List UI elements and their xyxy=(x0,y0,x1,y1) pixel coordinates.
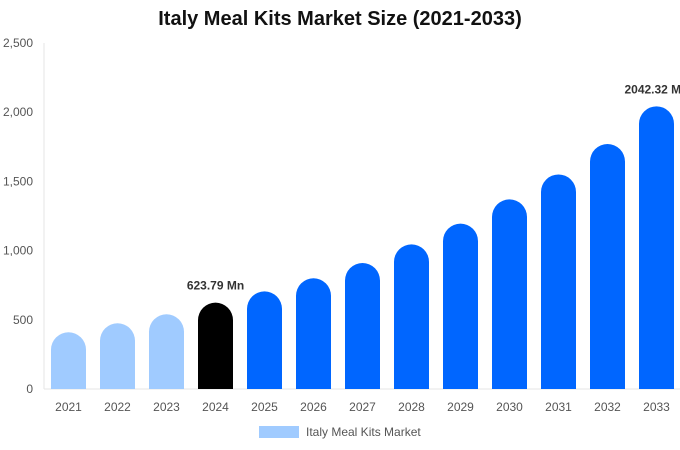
bar xyxy=(296,278,331,389)
x-tick-label: 2023 xyxy=(153,400,180,414)
bar xyxy=(639,106,674,390)
y-tick-label: 2,000 xyxy=(3,105,33,119)
axes: 0 500 1,000 1,500 2,000 2,500 2021 2022 2023 2024… xyxy=(3,36,680,414)
data-label: 2042.32 Mn xyxy=(624,82,680,96)
x-tick-label: 2021 xyxy=(55,400,82,414)
legend-swatch xyxy=(259,426,299,438)
bar xyxy=(443,223,478,389)
x-tick-label: 2028 xyxy=(398,400,425,414)
x-tick-label: 2025 xyxy=(251,400,278,414)
bar xyxy=(51,332,86,389)
x-tick-label: 2029 xyxy=(447,400,474,414)
chart-title: Italy Meal Kits Market Size (2021-2033) xyxy=(158,8,522,30)
y-tick-label: 1,500 xyxy=(3,174,33,188)
bar xyxy=(541,174,576,389)
x-tick-label: 2022 xyxy=(104,400,131,414)
bar xyxy=(149,314,184,389)
bar xyxy=(394,244,429,389)
x-tick-label: 2027 xyxy=(349,400,376,414)
y-tick-label: 1,000 xyxy=(3,244,33,258)
bars xyxy=(51,106,674,390)
data-labels: 623.79 Mn 2042.32 Mn xyxy=(187,82,680,292)
x-tick-label: 2024 xyxy=(202,400,229,414)
x-tick-label: 2030 xyxy=(496,400,523,414)
data-label: 623.79 Mn xyxy=(187,279,244,293)
legend-label: Italy Meal Kits Market xyxy=(306,425,421,439)
bar xyxy=(247,291,282,389)
bar xyxy=(492,199,527,389)
bar xyxy=(590,144,625,389)
x-tick-label: 2033 xyxy=(643,400,670,414)
x-tick-label: 2031 xyxy=(545,400,572,414)
y-tick-label: 0 xyxy=(26,382,33,396)
bar xyxy=(345,263,380,389)
bar xyxy=(100,323,135,389)
x-tick-label: 2032 xyxy=(594,400,621,414)
y-tick-label: 500 xyxy=(13,313,33,327)
legend: Italy Meal Kits Market xyxy=(259,425,421,439)
bar xyxy=(198,302,233,389)
y-tick-label: 2,500 xyxy=(3,36,33,50)
x-tick-label: 2026 xyxy=(300,400,327,414)
